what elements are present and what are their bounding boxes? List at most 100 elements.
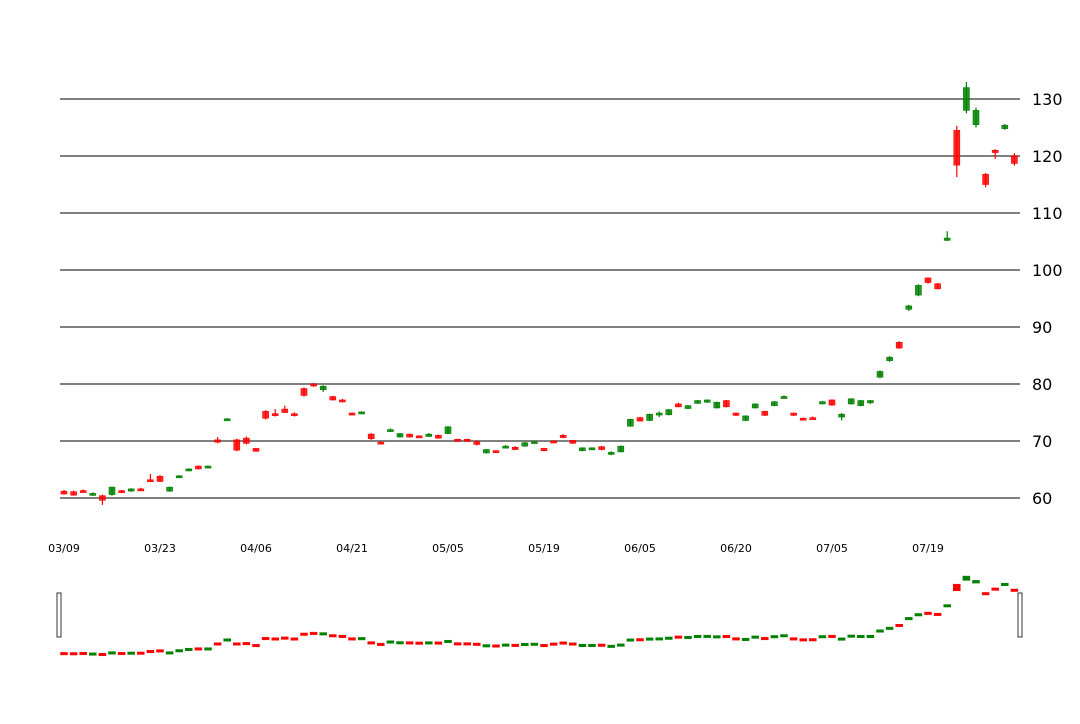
navigator-panel[interactable] [56, 575, 1023, 657]
candle [99, 494, 106, 505]
candle-body [281, 408, 289, 413]
navigator-right-handle[interactable] [1017, 592, 1023, 638]
candle-body [137, 488, 145, 492]
candle-body [895, 342, 903, 349]
candle [483, 448, 490, 454]
navigator-candle [684, 635, 692, 639]
candle [531, 441, 538, 444]
navigator-candle [1010, 588, 1019, 592]
candle-body [617, 445, 625, 453]
candle [1011, 153, 1018, 166]
candle-body [569, 440, 577, 444]
navigator-candle [559, 641, 567, 645]
navigator-left-handle[interactable] [56, 592, 62, 638]
navigator-candle [175, 649, 183, 653]
candle [358, 411, 365, 415]
candle [262, 410, 269, 420]
candle-body [329, 396, 337, 401]
candle [367, 433, 375, 440]
candle-body [348, 412, 356, 416]
candle [991, 149, 999, 159]
candle-body [540, 448, 548, 451]
navigator-candle [741, 637, 750, 641]
candle-body [118, 490, 125, 493]
candle-body [89, 493, 97, 496]
candle-body [300, 388, 308, 396]
candle [579, 447, 586, 452]
candle [627, 418, 634, 427]
navigator-candle [617, 643, 625, 647]
candle-body [339, 399, 346, 403]
x-tick-label: 05/19 [528, 542, 560, 555]
navigator-candle [300, 632, 308, 636]
candle-body [358, 411, 365, 415]
navigator-candle [809, 638, 817, 642]
candle-body [521, 442, 529, 447]
navigator-candle [79, 652, 87, 656]
navigator-candle [578, 643, 587, 647]
navigator-candle [117, 652, 126, 656]
candle-body [387, 429, 394, 432]
candle-body [924, 277, 932, 283]
candle [454, 438, 461, 442]
candle-body [867, 400, 874, 404]
navigator-candle [924, 611, 932, 615]
candle [156, 475, 164, 483]
navigator-candle [223, 638, 231, 642]
candle-body [886, 356, 893, 361]
candle [905, 304, 913, 312]
navigator-candle [569, 642, 577, 646]
candle [185, 468, 193, 472]
navigator-candle [405, 641, 414, 645]
navigator-candle [233, 642, 241, 646]
navigator-candle [156, 649, 164, 653]
navigator-candle [905, 617, 913, 621]
navigator-candle [185, 647, 193, 651]
candle [713, 401, 721, 409]
navigator-candle [914, 613, 923, 617]
candle-body [991, 150, 999, 153]
navigator-candle [329, 634, 337, 638]
navigator-candle [473, 642, 481, 646]
candle-body [598, 446, 605, 450]
candle [838, 413, 845, 421]
candle-body [425, 433, 433, 437]
candle-body [243, 437, 250, 444]
navigator-candle [137, 651, 145, 655]
candle-body [127, 488, 135, 492]
candle-body [463, 438, 471, 442]
y-tick-label: 80 [1032, 375, 1052, 394]
candle [540, 447, 548, 452]
candle [271, 409, 279, 417]
candle-body [531, 441, 538, 444]
navigator-candle [722, 635, 731, 639]
candle [895, 341, 903, 349]
candle-body [982, 173, 989, 185]
candle [780, 395, 788, 399]
candle-body [713, 401, 721, 409]
candle [310, 382, 317, 387]
candle-body [492, 450, 500, 453]
candle [214, 437, 221, 444]
candle [281, 405, 289, 414]
candle-body [588, 447, 596, 451]
candle [550, 440, 557, 444]
candle-body [838, 413, 845, 418]
candle-body [367, 433, 375, 440]
candle [559, 434, 567, 439]
candle [492, 450, 500, 453]
candle [204, 465, 212, 469]
navigator-candle [271, 637, 279, 641]
candle-body [1011, 155, 1018, 164]
candle-body [579, 447, 586, 451]
candle [675, 402, 682, 408]
navigator-candle [732, 637, 740, 641]
candle-body [972, 110, 980, 125]
navigator-candle [319, 632, 327, 636]
navigator-candle [482, 644, 491, 648]
candle [723, 399, 730, 408]
navigator-candle [242, 642, 251, 646]
navigator-candle [511, 643, 519, 647]
candle [195, 465, 202, 470]
navigator-candle [434, 641, 443, 645]
